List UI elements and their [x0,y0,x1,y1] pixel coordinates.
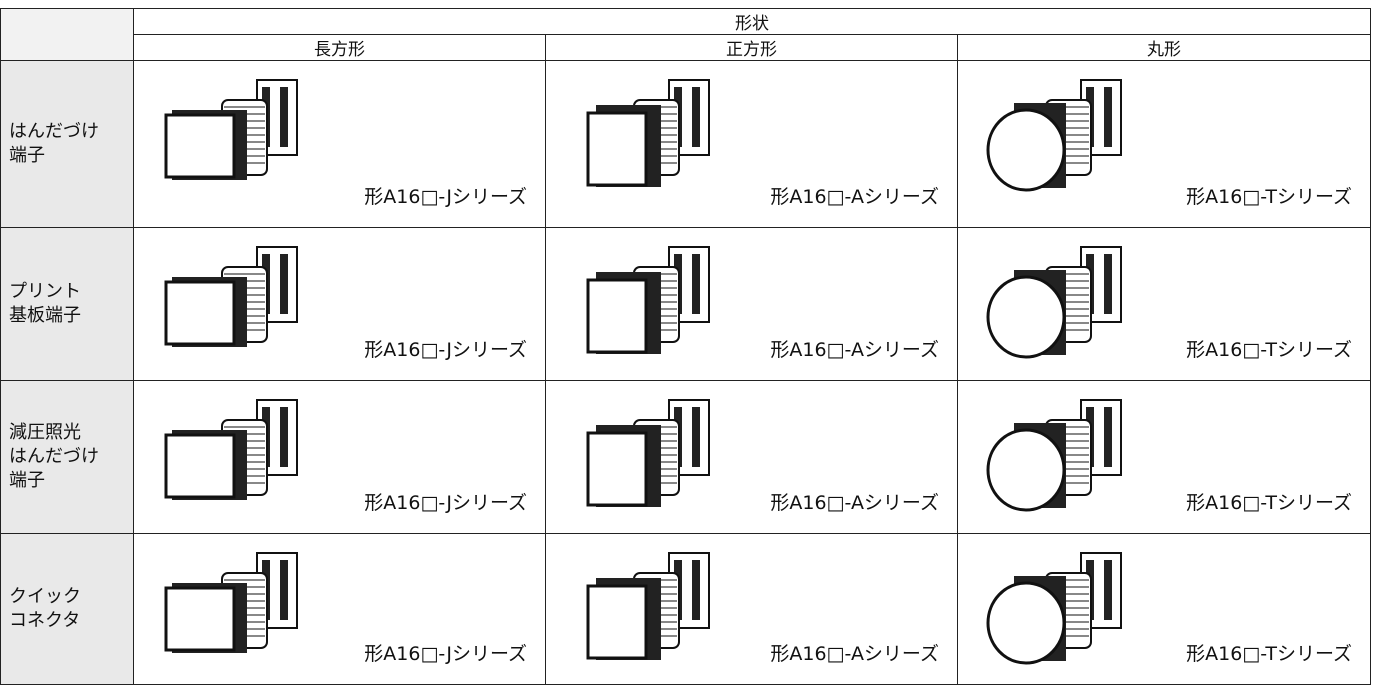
series-caption: 形A16□-Tシリーズ [1186,643,1353,665]
table-row: プリント基板端子形A16□-Jシリーズ 形A16□-Aシリーズ 形A16□-Tシリー… [0,227,1372,381]
series-caption: 形A16□-Jシリーズ [364,339,527,361]
product-cell: 形A16□-Tシリーズ [956,60,1372,228]
switch-illustration [986,399,1122,512]
product-cell: 形A16□-Tシリーズ [956,533,1372,685]
switch-illustration [164,552,298,653]
row-label-line: はんだづけ [9,121,99,142]
row-label: 減圧照光はんだづけ端子 [0,380,134,534]
spec-table: 形状 長方形 正方形 丸形 はんだづけ 端子 形A16□-Jシリーズ 形A16□-Aシリー… [0,8,1372,685]
switch-illustration [586,552,710,660]
product-cell: 形A16□-Tシリーズ [956,380,1372,534]
product-cell: 形A16□-Jシリーズ [133,227,546,381]
switch-illustration [586,246,710,354]
corner [0,8,134,61]
row-label-line: プリント [9,281,81,302]
series-caption: 形A16□-Tシリーズ [1186,492,1353,514]
row-label-line: 端子 [9,145,45,166]
switch-illustration [986,79,1122,192]
row-label: はんだづけ 端子 [0,60,134,228]
series-caption: 形A16□-Jシリーズ [364,492,527,514]
switch-illustration [586,79,710,187]
cell-content: 形A16□-Jシリーズ [134,381,545,533]
table-row: クイックコネクタ形A16□-Jシリーズ 形A16□-Aシリーズ 形A16□-Tシリー… [0,533,1372,685]
product-cell: 形A16□-Jシリーズ [133,60,546,228]
cell-content: 形A16□-Aシリーズ [546,534,957,684]
product-cell: 形A16□-Aシリーズ [545,533,958,685]
switch-illustration [986,246,1122,359]
row-label-line: 基板端子 [9,305,81,326]
row-label-line: はんだづけ [9,446,99,467]
cell-content: 形A16□-Tシリーズ [958,534,1370,684]
row-label-line: コネクタ [9,610,81,631]
group-header: 形状 [132,8,1372,35]
series-caption: 形A16□-Jシリーズ [364,186,527,208]
cell-content: 形A16□-Tシリーズ [958,381,1370,533]
row-label-line: 減圧照光 [9,422,81,443]
cell-content: 形A16□-Aシリーズ [546,381,957,533]
row-label: クイック コネクタ [0,533,134,685]
table-row: はんだづけ端子形A16□-Jシリーズ 形A16□-Aシリーズ 形A16□-Tシリーズ [0,60,1372,228]
product-cell: 形A16□-Tシリーズ [956,227,1372,381]
row-label-line: クイック [9,586,81,607]
series-caption: 形A16□-Tシリーズ [1186,339,1353,361]
switch-illustration [986,552,1122,665]
row-label: プリント 基板端子 [0,227,134,381]
product-cell: 形A16□-Aシリーズ [545,60,958,228]
cell-content: 形A16□-Jシリーズ [134,61,545,227]
series-caption: 形A16□-Tシリーズ [1186,186,1353,208]
cell-content: 形A16□-Aシリーズ [546,61,957,227]
cell-content: 形A16□-Jシリーズ [134,228,545,380]
row-label-line: 端子 [9,470,45,491]
switch-illustration [164,246,298,347]
switch-illustration [164,79,298,180]
column-header: 長方形 [133,34,546,61]
switch-illustration [586,399,710,507]
column-header: 丸形 [956,34,1372,61]
product-cell: 形A16□-Aシリーズ [545,227,958,381]
table-row: 減圧照光はんだづけ端子形A16□-Jシリーズ 形A16□-Aシリーズ 形A16□-T… [0,380,1372,534]
cell-content: 形A16□-Tシリーズ [958,61,1370,227]
column-header: 正方形 [545,34,958,61]
series-caption: 形A16□-Jシリーズ [364,643,527,665]
product-cell: 形A16□-Jシリーズ [133,380,546,534]
switch-illustration [164,399,298,500]
series-caption: 形A16□-Aシリーズ [770,492,939,514]
cell-content: 形A16□-Jシリーズ [134,534,545,684]
cell-content: 形A16□-Tシリーズ [958,228,1370,380]
series-caption: 形A16□-Aシリーズ [770,339,939,361]
product-cell: 形A16□-Aシリーズ [545,380,958,534]
cell-content: 形A16□-Aシリーズ [546,228,957,380]
series-caption: 形A16□-Aシリーズ [770,643,939,665]
product-cell: 形A16□-Jシリーズ [133,533,546,685]
series-caption: 形A16□-Aシリーズ [770,186,939,208]
